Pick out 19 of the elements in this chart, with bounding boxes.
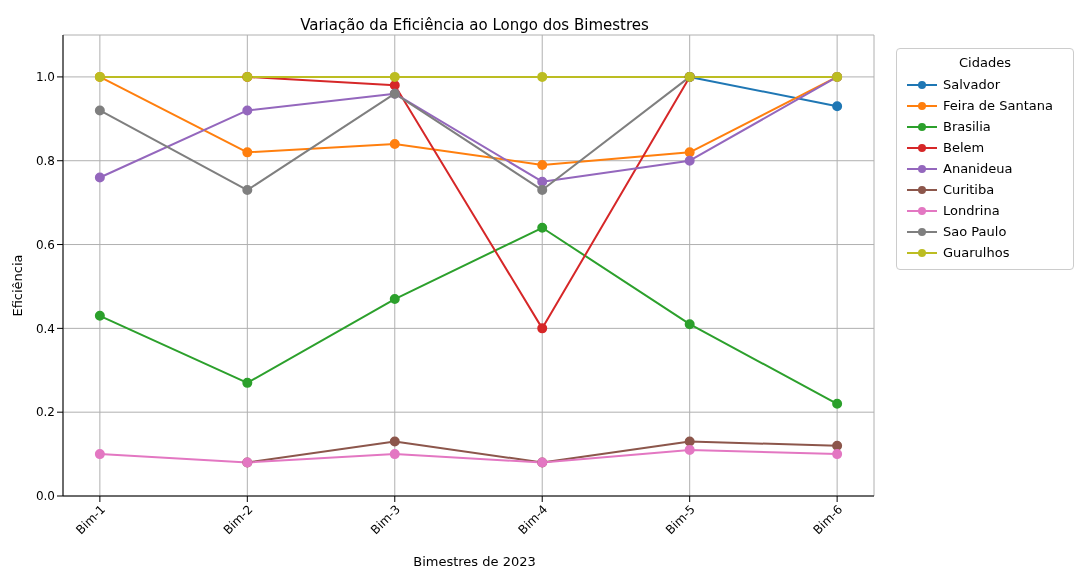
y-tick-label: 1.0 [35,70,55,85]
legend-label: Guarulhos [943,245,1010,260]
legend-label: Sao Paulo [943,224,1007,239]
legend-label: Ananideua [943,161,1013,176]
legend-label: Curitiba [943,182,995,197]
y-tick-label: 0.6 [35,237,55,252]
legend-label: Brasilia [943,119,991,134]
y-axis-title: Eficiência [9,254,25,317]
y-tick-label: 0.4 [35,321,55,336]
x-axis-title: Bimestres de 2023 [412,554,537,569]
y-tick-label: 0.0 [35,489,55,504]
y-tick-label: 0.8 [35,153,55,168]
y-tick-label: 0.2 [35,405,55,420]
legend-label: Belem [943,140,985,155]
legend-label: Feira de Santana [943,98,1053,113]
chart-title: Variação da Eficiência ao Longo dos Bimestres [299,16,650,34]
legend-label: Londrina [943,203,1000,218]
legend-title: Cidades [958,55,1012,70]
legend-label: Salvador [943,77,1001,92]
